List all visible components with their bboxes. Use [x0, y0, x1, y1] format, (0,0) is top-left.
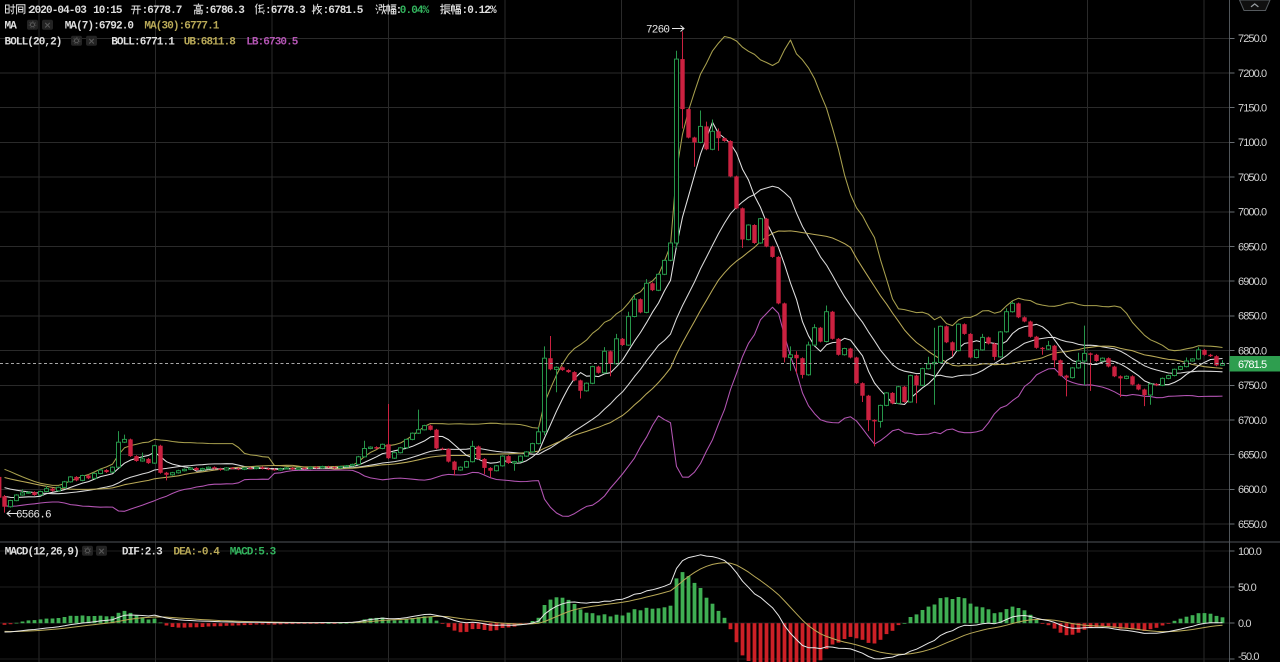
svg-text:7150.0: 7150.0: [1238, 103, 1267, 115]
svg-text:0.0: 0.0: [1238, 618, 1251, 630]
svg-text:MACD(12,26,9): MACD(12,26,9): [5, 547, 79, 559]
svg-text:DIF:2.3: DIF:2.3: [122, 547, 163, 559]
svg-text:6700.0: 6700.0: [1238, 415, 1267, 427]
svg-text:6950.0: 6950.0: [1238, 241, 1267, 253]
svg-text:7000.0: 7000.0: [1238, 207, 1267, 219]
svg-text:-50.0: -50.0: [1238, 651, 1259, 662]
svg-text:50.0: 50.0: [1238, 582, 1257, 594]
svg-text::6778.3: :6778.3: [265, 5, 306, 17]
svg-text:MA(7):6792.0: MA(7):6792.0: [65, 21, 134, 33]
svg-text:6850.0: 6850.0: [1238, 311, 1267, 323]
svg-text:6900.0: 6900.0: [1238, 276, 1267, 288]
svg-text:DEA:-0.4: DEA:-0.4: [173, 547, 220, 559]
svg-text:MA: MA: [5, 21, 18, 33]
svg-text:MA(30):6777.1: MA(30):6777.1: [144, 21, 219, 33]
svg-text::6781.5: :6781.5: [323, 5, 364, 17]
svg-text::0.12%: :0.12%: [462, 5, 498, 17]
svg-text:6550.0: 6550.0: [1238, 519, 1267, 531]
svg-text:2020-04-03: 2020-04-03: [29, 5, 87, 17]
svg-text:LB:6730.5: LB:6730.5: [246, 37, 299, 49]
svg-text:10:15: 10:15: [93, 5, 123, 17]
svg-text:100.0: 100.0: [1238, 546, 1262, 558]
svg-text:0.04%: 0.04%: [400, 5, 430, 17]
svg-text::: :: [26, 5, 32, 17]
svg-text:MACD:5.3: MACD:5.3: [230, 547, 277, 559]
svg-text:BOLL(20,2): BOLL(20,2): [5, 37, 62, 49]
svg-text:BOLL:6771.1: BOLL:6771.1: [111, 37, 175, 49]
svg-text::: :: [396, 5, 402, 17]
svg-text:6566.6: 6566.6: [16, 510, 51, 522]
svg-text:UB:6811.8: UB:6811.8: [184, 37, 237, 49]
svg-text:6650.0: 6650.0: [1238, 450, 1267, 462]
svg-text::6778.7: :6778.7: [142, 5, 182, 17]
svg-text:6800.0: 6800.0: [1238, 345, 1267, 357]
svg-text:7050.0: 7050.0: [1238, 172, 1267, 184]
svg-text:7200.0: 7200.0: [1238, 68, 1267, 80]
svg-text:6781.5: 6781.5: [1238, 359, 1267, 371]
svg-text:6600.0: 6600.0: [1238, 484, 1267, 496]
svg-text:7250.0: 7250.0: [1238, 33, 1267, 45]
svg-text::6786.3: :6786.3: [204, 5, 245, 17]
svg-text:6750.0: 6750.0: [1238, 380, 1267, 392]
svg-text:7260: 7260: [646, 25, 669, 37]
svg-text:7100.0: 7100.0: [1238, 137, 1267, 149]
